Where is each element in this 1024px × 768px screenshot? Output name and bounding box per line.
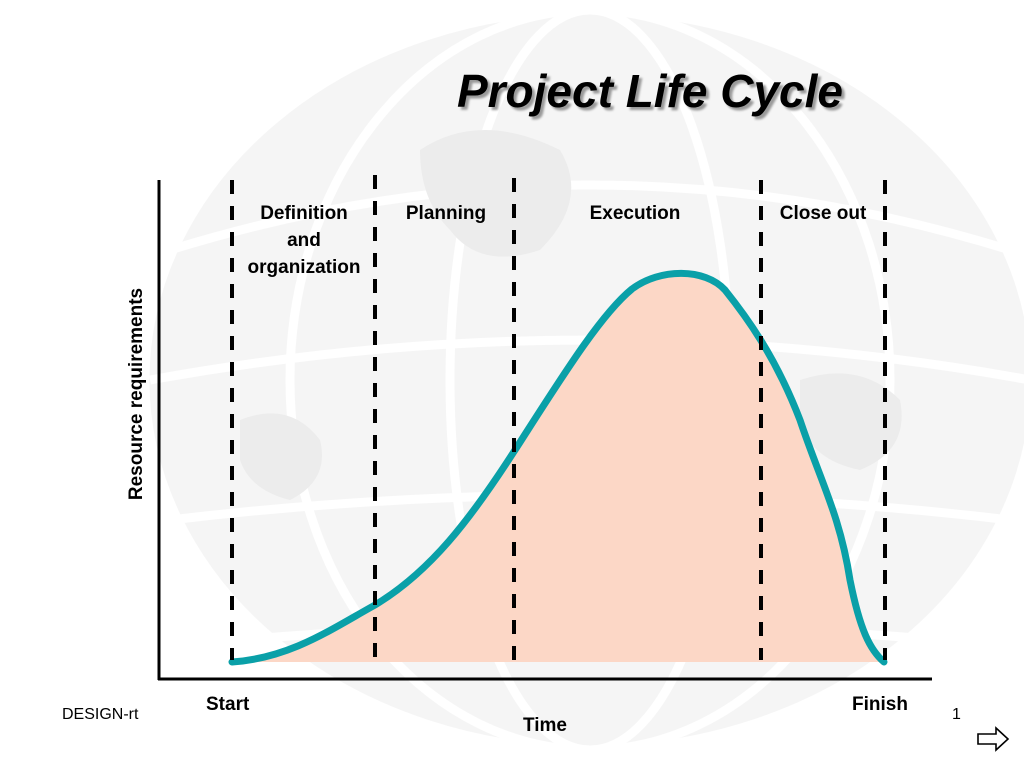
x-axis-label: Time: [523, 715, 568, 736]
phase-label-definition-line2: and: [287, 230, 321, 251]
x-axis-start-label: Start: [206, 694, 250, 715]
footer-left: DESIGN-rt: [62, 706, 139, 723]
phase-label-definition: Definition and organization: [234, 200, 374, 281]
slide-title: Project Life Cycle: [456, 65, 844, 117]
phase-label-planning-line1: Planning: [405, 203, 487, 224]
resource-curve: [228, 269, 888, 666]
phase-label-definition-line3: organization: [247, 257, 361, 278]
right-arrow-icon: [977, 726, 1010, 752]
x-axis-end-label: Finish: [852, 694, 908, 715]
next-slide-button[interactable]: [976, 726, 1010, 752]
phase-label-definition-line1: Definition: [260, 203, 348, 224]
page-number: 1: [952, 706, 961, 723]
phase-label-close-out: Close out: [762, 200, 884, 227]
phase-label-execution-line1: Execution: [589, 203, 681, 224]
phase-label-planning: Planning: [382, 200, 510, 227]
y-axis-label: Resource requirements: [126, 287, 147, 501]
resource-area-fill: [232, 273, 884, 662]
phase-label-close-out-line1: Close out: [779, 203, 867, 224]
phase-label-execution: Execution: [540, 200, 730, 227]
